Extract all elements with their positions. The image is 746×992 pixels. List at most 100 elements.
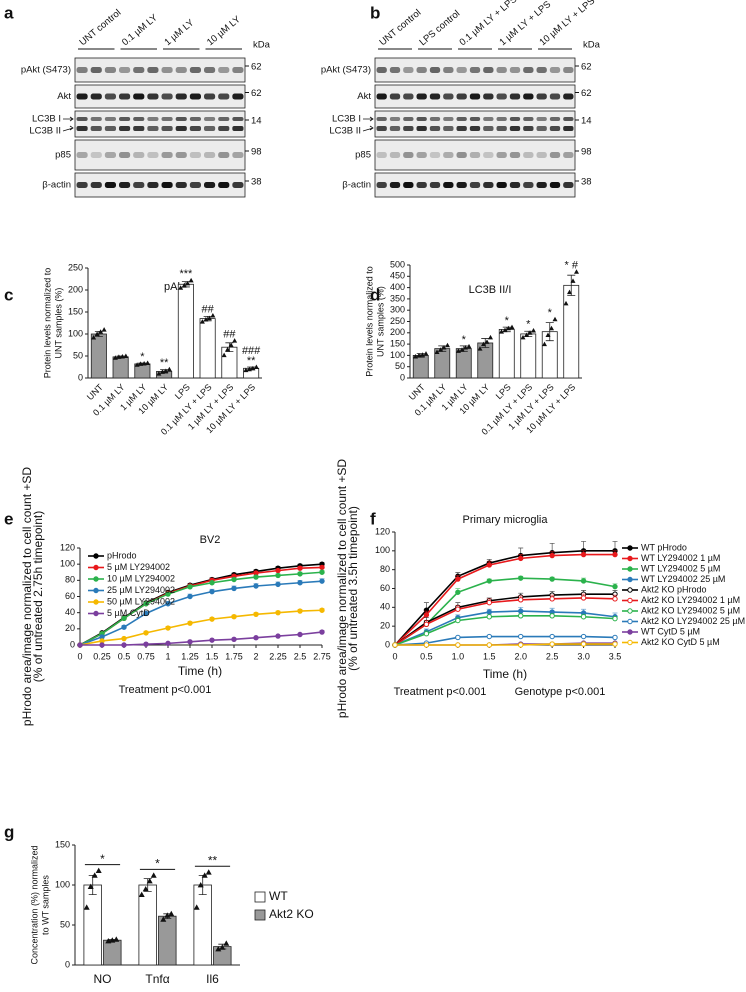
significance-label: ** — [160, 357, 169, 369]
data-point — [163, 368, 169, 373]
significance-label: ## — [223, 329, 236, 341]
data-point — [225, 346, 231, 352]
data-point — [164, 912, 171, 918]
mw-label: 62 — [251, 88, 262, 99]
bar — [193, 884, 212, 966]
blot-band — [376, 117, 387, 121]
y-tick-label: 60 — [65, 591, 75, 601]
y-tick-label: 0 — [78, 372, 83, 382]
blot-band — [523, 182, 534, 188]
mw-unit: kDa — [583, 40, 601, 51]
blot-band — [175, 182, 187, 188]
blot-band — [175, 93, 187, 100]
footnote: Genotype p<0.001 — [515, 686, 606, 698]
blot-band — [536, 182, 547, 188]
data-point — [549, 596, 555, 602]
blot-band — [496, 117, 507, 121]
chart-title: LC3B II/I — [469, 284, 512, 296]
blot-band — [469, 93, 481, 100]
data-point — [113, 936, 120, 942]
data-point — [99, 642, 105, 648]
footnote: Treatment p<0.001 — [119, 684, 212, 696]
data-point — [319, 607, 325, 613]
x-tick-label: 2 — [253, 651, 258, 661]
blot-band — [549, 182, 561, 188]
data-point — [319, 569, 325, 575]
blot-band — [496, 152, 507, 158]
data-point — [455, 634, 461, 641]
blot-band — [549, 152, 561, 158]
data-point — [423, 351, 429, 356]
blot-band — [161, 152, 173, 158]
data-point — [549, 633, 555, 640]
blot-band — [218, 152, 230, 158]
panel-letter: f — [370, 509, 376, 528]
legend-label: WT LY294002 1 µM — [641, 553, 720, 563]
blot-band — [456, 152, 467, 158]
data-point — [121, 624, 127, 630]
data-point — [199, 319, 205, 324]
x-tick-label: 3.5 — [609, 651, 622, 661]
data-point — [319, 564, 325, 571]
data-point — [253, 364, 259, 369]
data-point — [231, 636, 237, 643]
line-series — [395, 643, 615, 646]
row-label: β-actin — [42, 180, 71, 191]
bar — [455, 348, 472, 379]
data-point — [518, 613, 524, 619]
blot-band — [104, 152, 116, 158]
bar — [83, 884, 102, 966]
data-point — [466, 343, 472, 349]
x-tick-label: 2.75 — [313, 651, 331, 661]
blot-band — [483, 182, 494, 188]
data-point — [201, 872, 208, 878]
significance-label: * — [462, 334, 467, 346]
blot-band — [563, 182, 574, 188]
data-point — [193, 904, 200, 910]
blot-band — [536, 67, 547, 73]
blot-band — [469, 67, 481, 73]
error-bar — [545, 322, 554, 342]
blot-band — [104, 93, 116, 100]
bar — [112, 356, 129, 379]
y-tick-label: 100 — [55, 879, 70, 889]
x-tick-label: 1.5 — [206, 651, 219, 661]
line-series — [394, 577, 616, 646]
line-series — [79, 571, 323, 646]
data-point — [509, 324, 515, 330]
y-tick-label: 200 — [68, 284, 83, 294]
y-tick-label: 300 — [390, 305, 405, 315]
significance-label: ## — [202, 303, 215, 315]
blot-band — [416, 152, 427, 158]
legend-label: 25 µM LY294002 — [107, 585, 175, 595]
legend-label: Akt2 KO CytD 5 µM — [641, 637, 720, 647]
blot-band — [218, 117, 230, 121]
legend-label: 5 µM CytD — [107, 608, 150, 618]
blot-band — [147, 182, 159, 188]
blot-band — [175, 117, 187, 121]
data-point — [463, 344, 468, 350]
data-point — [518, 633, 524, 640]
data-point — [275, 581, 281, 588]
data-point — [143, 641, 149, 647]
data-point — [160, 916, 167, 922]
data-point — [77, 642, 83, 648]
legend-marker — [93, 576, 99, 582]
row-label: p85 — [55, 150, 71, 161]
y-tick-label: 20 — [65, 623, 75, 633]
blot-band — [161, 117, 173, 121]
blot-band — [218, 67, 230, 73]
y-tick-label: 40 — [65, 607, 75, 617]
data-point — [549, 641, 555, 647]
mw-label: 38 — [581, 177, 592, 188]
data-point — [98, 329, 104, 334]
blot-strip — [74, 57, 246, 83]
y-tick-label: 0 — [385, 639, 390, 649]
blot-band — [147, 93, 159, 100]
data-point — [486, 614, 492, 620]
y-axis-label: (% of untreated 2.75h timepoint) — [31, 511, 45, 682]
data-point — [423, 642, 430, 648]
data-point — [423, 621, 430, 627]
legend-marker — [627, 618, 633, 625]
data-point — [121, 642, 127, 648]
